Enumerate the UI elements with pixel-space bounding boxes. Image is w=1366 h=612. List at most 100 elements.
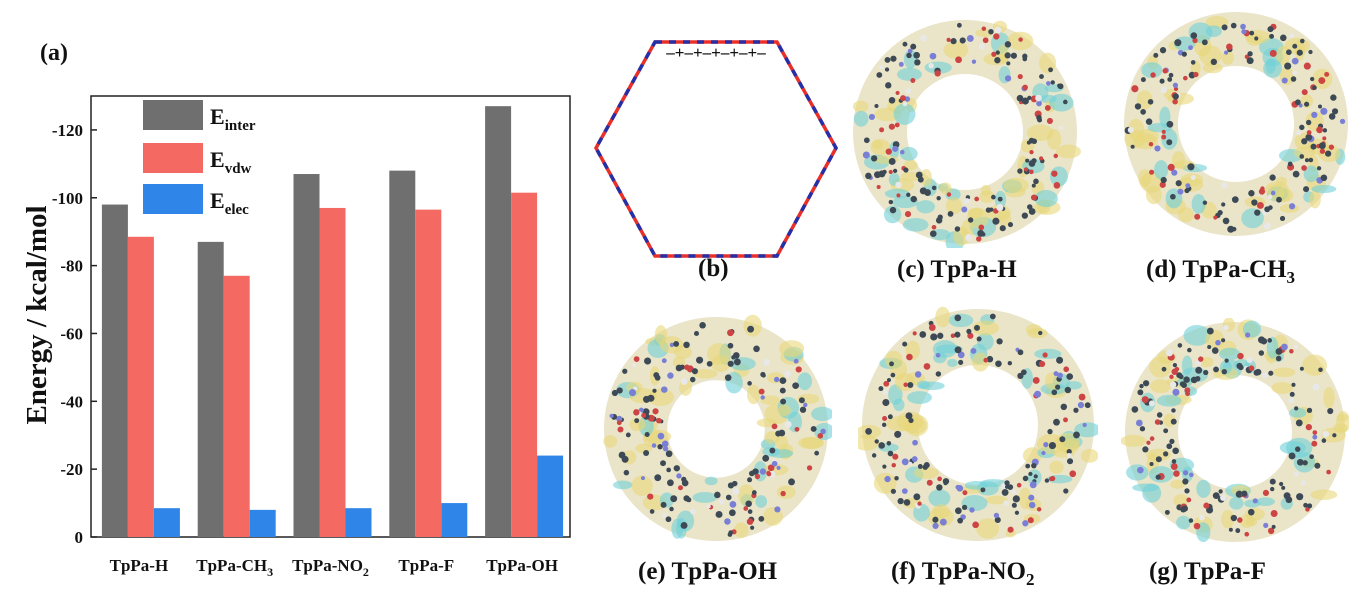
atom [681,479,689,487]
atom [792,382,799,390]
atom [1288,452,1296,460]
isosurface-blob [1150,379,1172,394]
atom [1172,388,1180,396]
atom [1164,509,1170,515]
isosurface-blob [948,313,974,328]
isosurface-blob [933,351,947,364]
isosurface-blob [913,467,939,479]
isosurface-blob [1311,184,1337,194]
atom [957,351,965,359]
atom [1188,518,1194,523]
atom [766,470,771,476]
atom [1262,489,1270,496]
atom [1149,461,1154,467]
atom [1308,49,1313,55]
atom [1248,365,1255,372]
atom [1220,494,1227,501]
atom [714,491,721,499]
atom [647,394,655,402]
atom [919,187,927,195]
atom [961,504,968,511]
atom [780,398,787,405]
atom [1307,503,1313,509]
atom [1257,336,1266,344]
atom [888,96,896,104]
isosurface-blob [1272,367,1296,378]
atom [618,451,626,459]
atom [1258,350,1265,356]
pore-render-tppa-no2 [858,306,1098,541]
isosurface-blob [902,218,929,232]
atom [898,61,904,67]
atom [1135,419,1143,427]
atom [954,346,962,354]
isosurface-blob [1055,144,1081,159]
atom [1198,356,1204,362]
atom [640,476,645,481]
x-tick-label: TpPa-F [398,556,454,575]
atom [665,516,672,523]
x-tick-label-sub: 3 [267,565,273,579]
atom [884,67,890,72]
atom [691,368,698,375]
atom [1263,222,1271,230]
atom [982,37,989,44]
legend-label-inter: Einter [210,104,256,134]
atom [1003,500,1009,506]
isosurface-blob [1046,128,1062,150]
isosurface-blob [916,380,931,390]
atom [1224,50,1229,55]
atom [724,518,731,525]
atom [1187,347,1192,353]
atom [1033,474,1038,479]
atom [935,352,941,358]
isosurface-blob [932,504,951,519]
isosurface-blob [1275,176,1288,187]
isosurface-blob [1263,58,1283,78]
atom [878,386,884,392]
isosurface-blob [1300,94,1313,109]
atom [683,341,690,349]
atom [935,217,943,224]
atom [1292,43,1298,49]
atom [885,82,892,89]
atom [970,348,977,354]
bar-inter-tppa-ch3 [197,241,224,537]
atom [1048,67,1053,73]
atom [971,59,977,64]
atom [1184,387,1191,394]
atom [1256,201,1264,209]
atom [1339,118,1346,125]
atom [906,353,913,361]
panel-a-label: (a) [40,40,68,66]
atom [1016,482,1022,488]
atom [1174,39,1182,47]
atom [806,465,813,471]
atom [1267,26,1274,33]
atom [928,324,936,331]
atom [666,467,671,473]
atom [641,412,647,418]
atom [799,406,807,413]
isosurface-blob [777,404,791,416]
atom [1028,471,1033,477]
atom [950,38,957,45]
atom [617,426,624,433]
atom [1292,70,1297,76]
atom [1218,489,1223,494]
atom [1305,119,1312,126]
y-axis-label: Energy / kcal/mol [21,205,53,424]
atom [923,363,931,370]
atom [879,127,885,133]
atom [937,332,944,339]
atom [1237,517,1243,523]
atom [1324,71,1330,77]
atom [917,501,922,506]
atom [1171,169,1178,176]
atom [1312,434,1318,440]
atom [1026,140,1031,145]
atom [767,464,775,472]
atom [628,389,637,397]
atom [996,338,1003,345]
atom [1022,475,1029,482]
